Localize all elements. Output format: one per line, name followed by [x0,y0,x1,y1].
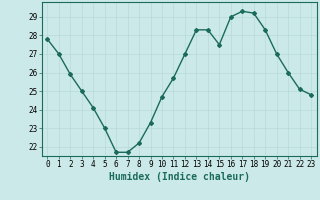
X-axis label: Humidex (Indice chaleur): Humidex (Indice chaleur) [109,172,250,182]
